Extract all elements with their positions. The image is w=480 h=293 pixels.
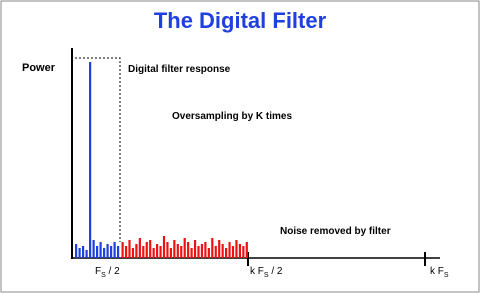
bar	[200, 244, 204, 258]
filter-response	[75, 57, 121, 242]
bar	[242, 246, 245, 258]
bar	[214, 246, 217, 258]
label-subscript: S	[444, 272, 449, 279]
bar	[221, 244, 224, 258]
bar	[190, 248, 193, 258]
bar	[180, 246, 183, 258]
label-subscript: S	[101, 272, 106, 279]
bar	[131, 248, 135, 258]
bar	[135, 244, 138, 258]
bar	[183, 238, 186, 258]
bar	[187, 242, 190, 258]
bar	[207, 248, 210, 258]
bar	[204, 242, 207, 258]
bar	[193, 240, 197, 258]
bar	[82, 246, 85, 258]
bar	[124, 246, 128, 258]
bar	[159, 246, 162, 258]
label-part: / 2	[106, 266, 120, 277]
bar	[238, 244, 241, 258]
annotation: Oversampling by K times	[172, 111, 292, 122]
label-part: / 2	[269, 266, 283, 277]
bar	[142, 246, 145, 258]
bar	[99, 242, 102, 258]
bar	[96, 246, 99, 258]
bar	[169, 248, 172, 258]
bar	[176, 244, 179, 258]
bar	[89, 62, 92, 258]
bar	[117, 246, 120, 258]
bar	[166, 242, 169, 258]
annotation: Noise removed by filter	[280, 226, 391, 237]
bar	[231, 246, 235, 258]
bar	[128, 240, 131, 258]
bar	[106, 244, 109, 258]
bar	[235, 240, 238, 258]
bar	[75, 244, 78, 258]
bar	[110, 246, 113, 258]
bar	[103, 248, 106, 258]
bar	[149, 240, 152, 258]
bar	[228, 242, 231, 258]
bar	[218, 240, 221, 258]
bar	[152, 248, 155, 258]
x-tick-label: k FS / 2	[250, 266, 283, 279]
chart-title: The Digital Filter	[154, 8, 327, 33]
bar	[138, 238, 141, 258]
bar	[173, 240, 176, 258]
label-part: k F	[250, 266, 264, 277]
bar	[145, 242, 148, 258]
bar	[92, 240, 95, 258]
bar	[85, 250, 88, 258]
bar	[121, 242, 124, 258]
label-part: k F	[430, 266, 444, 277]
bar	[78, 248, 81, 258]
bar	[162, 236, 166, 258]
bar	[225, 248, 228, 258]
bar	[156, 244, 159, 258]
x-tick-label: FS / 2	[95, 266, 120, 279]
bar	[245, 242, 248, 258]
label-part: F	[95, 266, 101, 277]
label-subscript: S	[264, 272, 269, 279]
bar	[211, 238, 214, 258]
x-tick-label: k FS	[430, 266, 449, 279]
annotation: Digital filter response	[128, 64, 231, 75]
y-axis-label: Power	[22, 62, 56, 74]
bar	[197, 246, 200, 258]
bar	[113, 242, 116, 258]
